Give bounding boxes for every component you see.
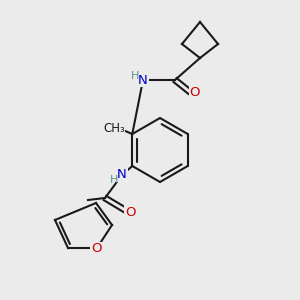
Text: H: H — [131, 71, 139, 81]
Text: N: N — [138, 74, 148, 86]
Text: H: H — [110, 175, 118, 185]
Text: O: O — [190, 85, 200, 98]
Text: CH₃: CH₃ — [103, 122, 125, 134]
Text: O: O — [91, 242, 101, 256]
Text: N: N — [117, 169, 127, 182]
Text: O: O — [125, 206, 135, 218]
